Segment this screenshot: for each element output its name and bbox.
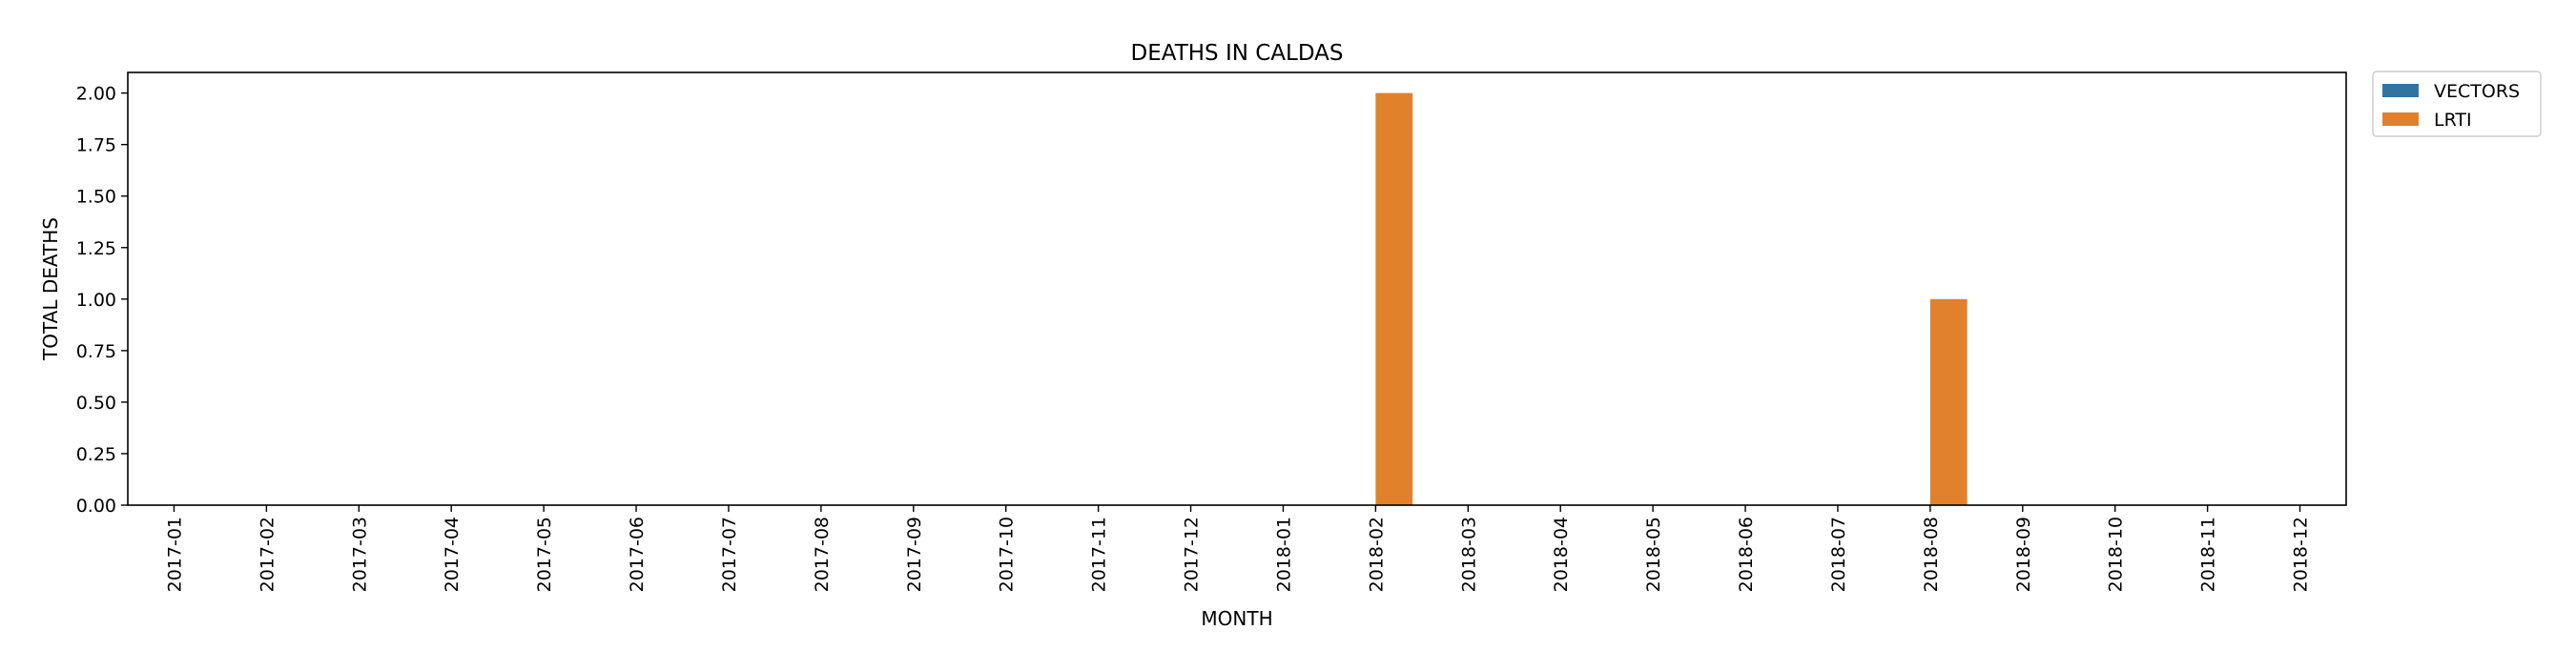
x-tick-label: 2017-09 (904, 517, 925, 592)
y-tick-label: 0.25 (76, 444, 116, 465)
legend-label-lrti: LRTI (2434, 110, 2472, 131)
x-tick-label: 2017-05 (534, 517, 555, 592)
plot-area: 0.00 0.25 0.50 0.75 1.00 1.25 1.50 1.75 2.00 2017… (76, 84, 2312, 593)
x-tick-label: 2018-09 (2013, 517, 2034, 592)
y-tick-label: 0.00 (76, 496, 116, 517)
x-axis-title: MONTH (1201, 607, 1272, 630)
x-tick-label: 2017-10 (997, 517, 1018, 592)
x-tick-label: 2018-10 (2106, 517, 2127, 592)
legend-swatch-lrti (2382, 112, 2419, 126)
x-tick-label: 2018-02 (1366, 517, 1387, 592)
x-tick-label: 2017-08 (812, 517, 833, 592)
legend: VECTORS LRTI (2372, 71, 2542, 137)
x-tick-label: 2018-04 (1551, 517, 1572, 592)
y-tick-label: 0.50 (76, 393, 116, 414)
y-tick-label: 1.50 (76, 187, 116, 208)
x-tick-label: 2017-01 (164, 517, 185, 592)
x-tick-label: 2018-06 (1736, 517, 1757, 592)
x-tick-label: 2018-11 (2198, 517, 2219, 592)
y-tick-label: 1.75 (76, 135, 116, 156)
chart-title: DEATHS IN CALDAS (1131, 41, 1344, 66)
x-tick-label: 2017-12 (1182, 517, 1203, 592)
y-tick-label: 2.00 (76, 84, 116, 105)
y-axis-title: TOTAL DEATHS (39, 217, 62, 361)
legend-label-vectors: VECTORS (2434, 81, 2520, 102)
x-tick-label: 2017-04 (442, 517, 463, 592)
x-tick-label: 2017-02 (257, 517, 278, 592)
bar-lrti-2018-02 (1375, 92, 1413, 505)
x-tick-label: 2018-07 (1828, 517, 1849, 592)
y-tick-label: 1.00 (76, 290, 116, 311)
x-tick-label: 2017-07 (719, 517, 740, 592)
x-tick-label: 2017-03 (349, 517, 370, 592)
x-tick-label: 2018-03 (1458, 517, 1479, 592)
legend-swatch-vectors (2382, 84, 2419, 97)
x-tick-label: 2018-12 (2291, 517, 2312, 592)
y-tick-label: 1.25 (76, 238, 116, 259)
bar-lrti-2018-08 (1929, 298, 1968, 505)
x-tick-label: 2018-01 (1273, 517, 1294, 592)
x-tick-label: 2017-06 (627, 517, 648, 592)
x-tick-label: 2018-08 (1921, 517, 1942, 592)
x-tick-label: 2018-05 (1643, 517, 1664, 592)
y-tick-label: 0.75 (76, 341, 116, 362)
x-tick-label: 2017-11 (1089, 517, 1110, 592)
plot-frame (127, 71, 2347, 506)
